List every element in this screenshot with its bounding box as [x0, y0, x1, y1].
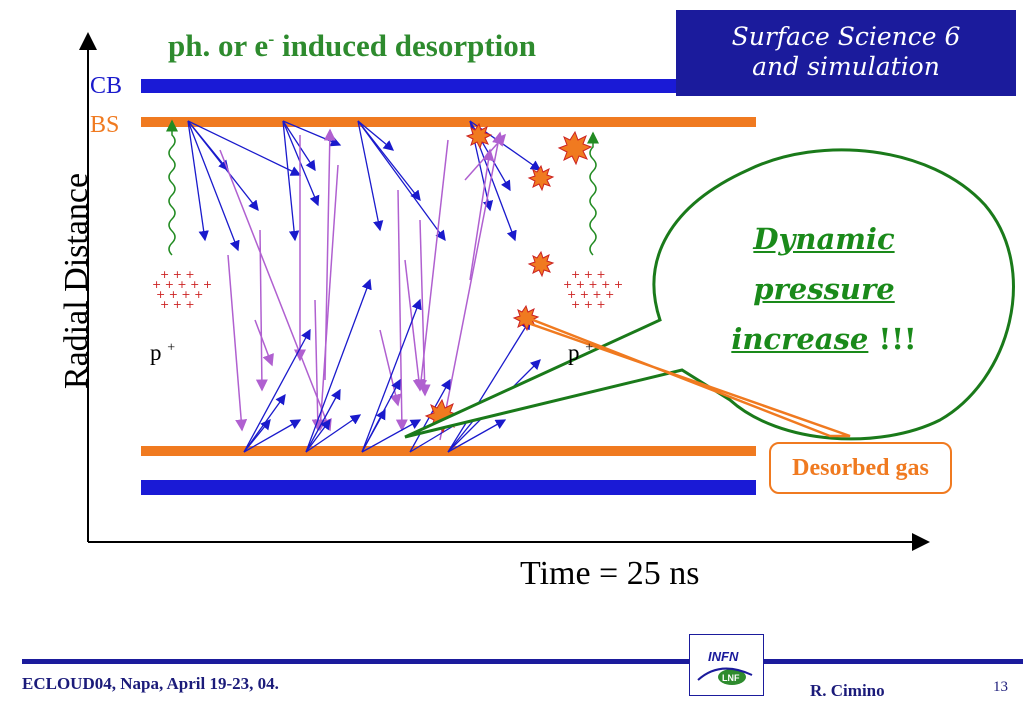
- slide-title: ph. or e- induced desorption: [168, 28, 537, 63]
- electron-tracks-top: [187, 120, 542, 252]
- desorbed-pointer: [526, 316, 851, 438]
- y-axis-label: Radial Distance: [58, 172, 95, 390]
- svg-text:+ + + +: + + + +: [156, 288, 203, 301]
- proton-label-left: p +: [150, 340, 176, 365]
- callout-bubble: [404, 148, 1015, 441]
- logo-graphic: INFN LNF: [697, 649, 753, 685]
- corner-line-2: and simulation: [752, 52, 940, 81]
- callout-line-1: Dynamic: [753, 222, 895, 256]
- electron-tracks-bottom: [243, 278, 541, 453]
- x-axis-label: Time = 25 ns: [520, 555, 700, 592]
- desorbed-molecules: [424, 122, 593, 434]
- cb-label: CB: [90, 73, 123, 99]
- svg-text:+ + +: + + +: [571, 298, 606, 311]
- plus-cluster-right: + + ++ + + + ++ + + ++ + +: [563, 268, 623, 311]
- infn-lnf-logo: INFN LNF: [689, 634, 764, 696]
- footer-conference: ECLOUD04, Napa, April 19-23, 04.: [22, 674, 279, 693]
- callout-line-3: increase: [731, 322, 869, 356]
- bs-label: BS: [90, 112, 120, 138]
- svg-text:LNF: LNF: [722, 673, 740, 683]
- svg-text:+ + + +: + + + +: [567, 288, 614, 301]
- corner-line-1: Surface Science 6: [731, 22, 961, 51]
- proton-label-right: p +: [568, 340, 594, 365]
- svg-text:+ + + + +: + + + + +: [152, 278, 212, 291]
- callout-text: Dynamic pressure increase !!!: [714, 214, 934, 364]
- cb-top-bar: [141, 79, 676, 93]
- callout-line-2: pressure: [753, 272, 895, 306]
- callout-bang: !!!: [868, 322, 917, 356]
- photon-right: [587, 131, 599, 256]
- svg-text:+ + +: + + +: [160, 298, 195, 311]
- plus-cluster-left: + + ++ + + + ++ + + ++ + +: [152, 268, 212, 311]
- svg-text:+ + +: + + +: [571, 268, 606, 281]
- svg-text:INFN: INFN: [708, 649, 739, 664]
- cb-bottom-bar: [141, 480, 756, 495]
- bs-top-bar: [141, 117, 756, 127]
- svg-text:+ + + + +: + + + + +: [563, 278, 623, 291]
- footer-author: R. Cimino: [810, 681, 885, 700]
- photon-left: [166, 119, 178, 256]
- svg-text:+ + +: + + +: [160, 268, 195, 281]
- desorbed-gas-label: Desorbed gas: [769, 442, 952, 494]
- corner-banner: Surface Science 6 and simulation: [676, 10, 1016, 96]
- electron-tracks-secondary: [219, 128, 506, 441]
- footer-rule: [22, 659, 1023, 664]
- page-number: 13: [993, 679, 1008, 695]
